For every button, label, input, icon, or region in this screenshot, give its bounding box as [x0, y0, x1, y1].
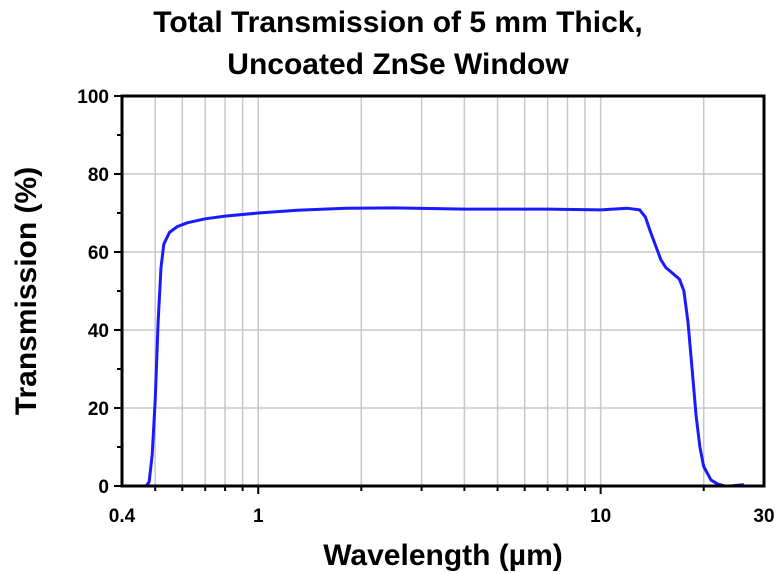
y-tick-label: 20	[88, 399, 109, 420]
tick-labels: 0.4 1 10 30 0 20 40 60 80 100	[77, 87, 774, 527]
series-line-0	[120, 206, 745, 488]
y-tick-label: 40	[88, 321, 109, 342]
axis-ticks	[114, 95, 705, 494]
chart-title-line-2: Uncoated ZnSe Window	[227, 48, 569, 81]
plot-frame	[120, 94, 766, 488]
x-tick-label: 30	[753, 506, 774, 527]
grid-lines	[122, 96, 764, 486]
chart-title-line-1: Total Transmission of 5 mm Thick,	[153, 6, 643, 39]
x-axis-title: Wavelength (µm)	[323, 539, 563, 572]
y-tick-label: 60	[88, 243, 109, 264]
y-tick-label: 80	[88, 165, 109, 186]
series-layer	[120, 206, 745, 488]
y-tick-label: 100	[77, 87, 109, 108]
y-axis-title: Transmission (%)	[10, 167, 43, 415]
y-tick-label: 0	[98, 477, 109, 498]
x-tick-label: 1	[253, 506, 264, 527]
x-tick-label: 0.4	[109, 506, 136, 527]
x-tick-label: 10	[590, 506, 611, 527]
